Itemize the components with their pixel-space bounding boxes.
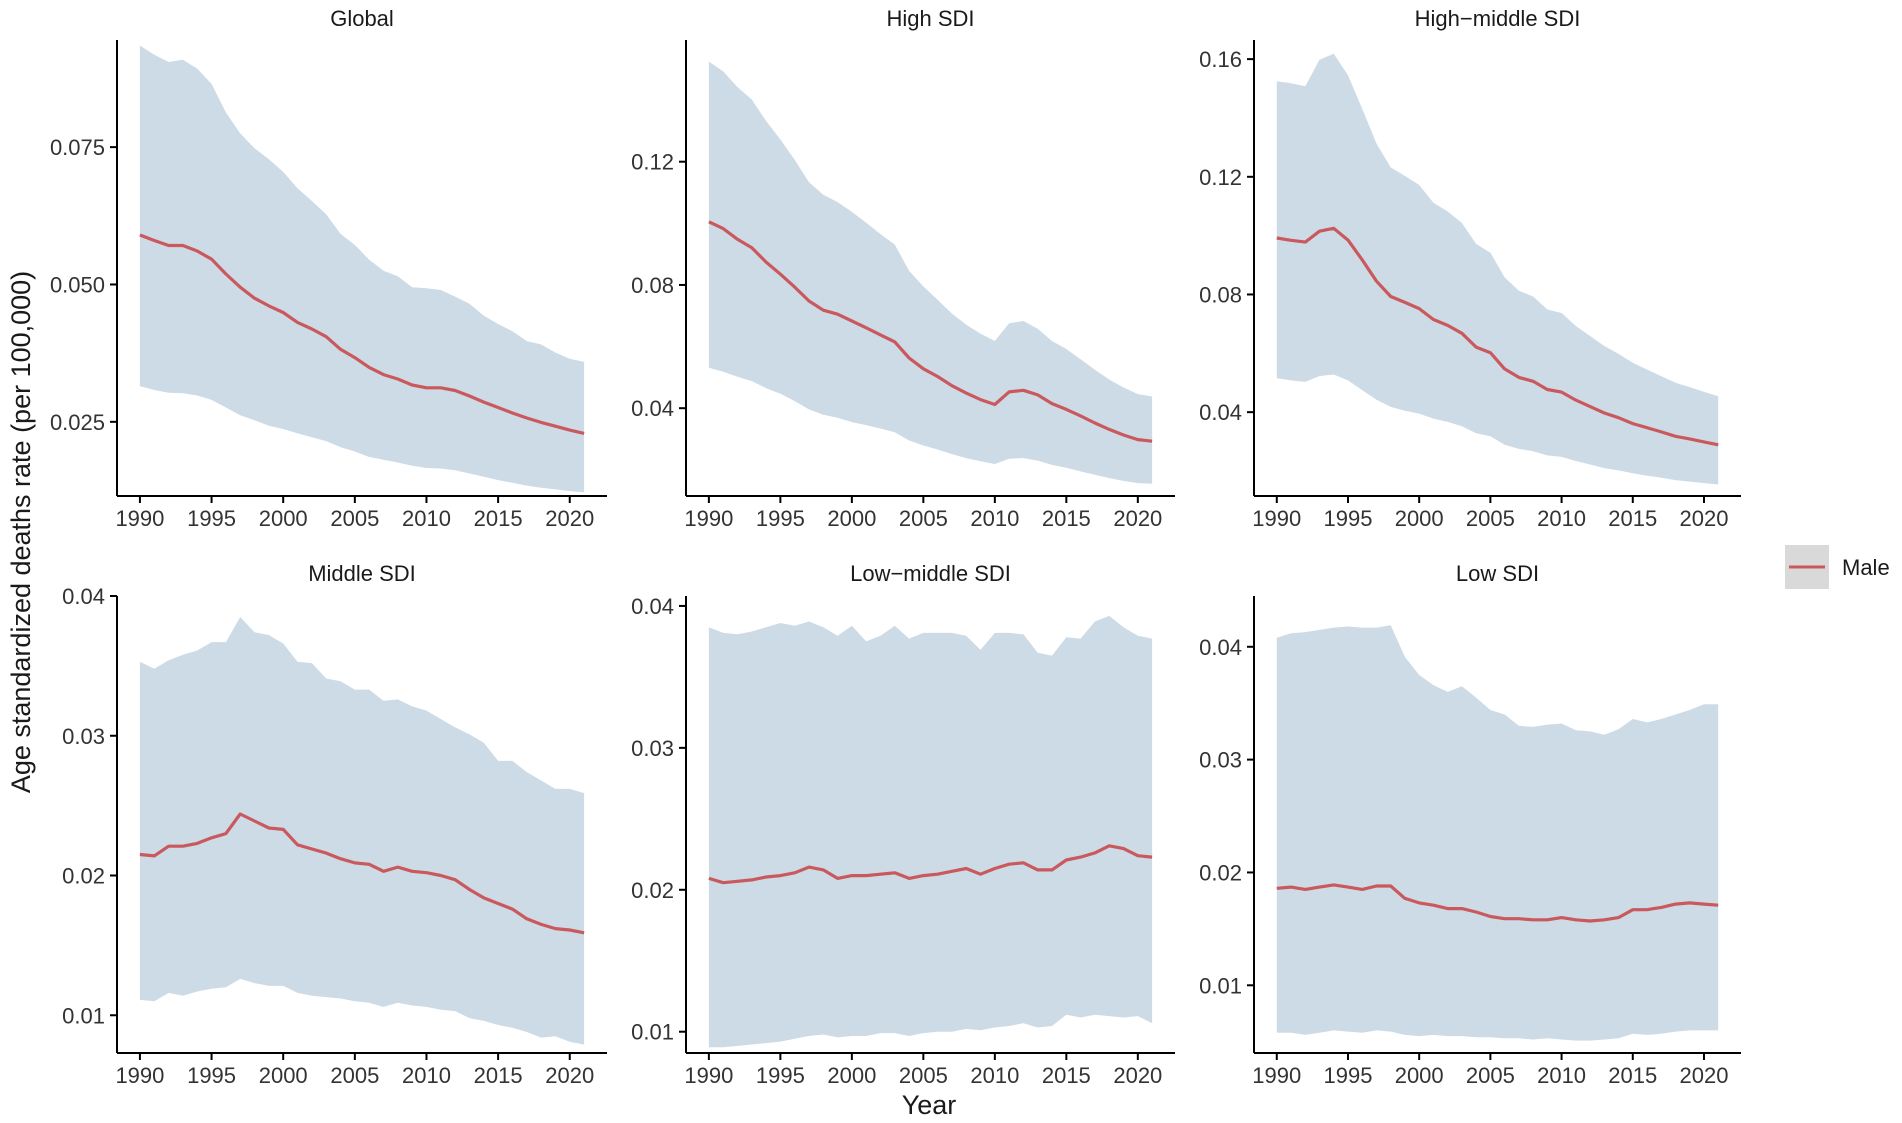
x-tick-label: 1990 — [115, 506, 164, 531]
x-tick-label: 1990 — [1252, 1063, 1301, 1088]
x-tick-label: 2005 — [330, 1063, 379, 1088]
uncertainty-ribbon — [139, 617, 585, 1045]
x-tick-label: 2010 — [402, 1063, 451, 1088]
x-tick-label: 2015 — [1608, 1063, 1657, 1088]
x-tick-label: 2000 — [1395, 1063, 1444, 1088]
x-tick-label: 2005 — [899, 506, 948, 531]
x-tick-label: 2010 — [402, 506, 451, 531]
y-tick-label: 0.12 — [631, 150, 674, 175]
y-tick-label: 0.12 — [1199, 165, 1242, 190]
y-tick-label: 0.01 — [1199, 973, 1242, 998]
x-tick-label: 2000 — [1395, 506, 1444, 531]
y-tick-label: 0.08 — [631, 273, 674, 298]
y-tick-label: 0.04 — [631, 396, 674, 421]
x-tick-label: 1995 — [187, 506, 236, 531]
panel-3: 1990 1995 2000 2005 2010 2015 2020 0.04 0.08 0.12… — [1199, 6, 1741, 531]
panel-title: Low−middle SDI — [850, 561, 1011, 586]
x-tick-label: 2015 — [474, 1063, 523, 1088]
x-tick-label: 2010 — [1537, 506, 1586, 531]
panel-6: 1990 1995 2000 2005 2010 2015 2020 0.01 0.02 0.03… — [1199, 561, 1741, 1088]
panel-title: Low SDI — [1456, 561, 1539, 586]
x-axis-title: Year — [902, 1090, 957, 1120]
panel-title: High−middle SDI — [1415, 6, 1581, 31]
x-tick-label: 1995 — [756, 1063, 805, 1088]
x-tick-label: 2005 — [1466, 506, 1515, 531]
male-series-line — [708, 844, 1153, 885]
y-tick-label: 0.02 — [631, 878, 674, 903]
x-tick-label: 2005 — [1466, 1063, 1515, 1088]
y-tick-label: 0.03 — [631, 736, 674, 761]
panel-5: 1990 1995 2000 2005 2010 2015 2020 0.01 0.02 0.03… — [631, 561, 1175, 1088]
x-tick-label: 2000 — [259, 1063, 308, 1088]
x-tick-label: 1995 — [187, 1063, 236, 1088]
x-tick-label: 2005 — [899, 1063, 948, 1088]
uncertainty-ribbon — [1276, 53, 1719, 485]
male-series-line — [139, 233, 585, 435]
x-tick-label: 1995 — [1324, 506, 1373, 531]
uncertainty-ribbon — [708, 615, 1153, 1048]
y-tick-label: 0.01 — [62, 1003, 105, 1028]
y-tick-label: 0.04 — [1199, 635, 1242, 660]
y-tick-label: 0.04 — [631, 594, 674, 619]
x-tick-label: 2015 — [474, 506, 523, 531]
x-tick-label: 2015 — [1042, 506, 1091, 531]
uncertainty-ribbon — [1276, 625, 1719, 1041]
x-tick-label: 2010 — [970, 1063, 1019, 1088]
x-tick-label: 2020 — [545, 1063, 594, 1088]
y-tick-label: 0.03 — [62, 724, 105, 749]
panel-grid: 1990 1995 2000 2005 2010 2015 2020 0.025 0.050 0.… — [50, 6, 1741, 1088]
x-tick-label: 2005 — [330, 506, 379, 531]
x-tick-label: 1990 — [684, 1063, 733, 1088]
panel-1: 1990 1995 2000 2005 2010 2015 2020 0.025 0.050 0.… — [50, 6, 607, 531]
legend: Male — [1785, 545, 1890, 589]
x-tick-label: 2015 — [1042, 1063, 1091, 1088]
x-tick-label: 1990 — [1252, 506, 1301, 531]
panel-4: 1990 1995 2000 2005 2010 2015 2020 0.01 0.02 0.03… — [62, 561, 607, 1088]
x-tick-label: 2000 — [827, 1063, 876, 1088]
y-tick-label: 0.02 — [62, 864, 105, 889]
panel-title: Middle SDI — [308, 561, 416, 586]
panel-title: High SDI — [886, 6, 974, 31]
x-tick-label: 1995 — [756, 506, 805, 531]
y-axis-title: Age standardized deaths rate (per 100,00… — [6, 271, 36, 793]
x-tick-label: 2020 — [1113, 506, 1162, 531]
x-tick-label: 2020 — [1680, 1063, 1729, 1088]
y-tick-label: 0.04 — [62, 584, 105, 609]
x-tick-label: 2010 — [970, 506, 1019, 531]
male-series-line — [708, 220, 1153, 443]
x-tick-label: 1990 — [684, 506, 733, 531]
panel-2: 1990 1995 2000 2005 2010 2015 2020 0.04 0.08 0.12… — [631, 6, 1175, 531]
male-series-line — [1276, 883, 1719, 923]
x-tick-label: 1990 — [115, 1063, 164, 1088]
x-tick-label: 2020 — [1113, 1063, 1162, 1088]
x-tick-label: 1995 — [1324, 1063, 1373, 1088]
x-tick-label: 2020 — [1680, 506, 1729, 531]
y-tick-label: 0.050 — [50, 272, 105, 297]
panel-title: Global — [330, 6, 394, 31]
x-tick-label: 2000 — [827, 506, 876, 531]
male-series-line — [1276, 226, 1719, 447]
x-tick-label: 2010 — [1537, 1063, 1586, 1088]
y-tick-label: 0.03 — [1199, 748, 1242, 773]
y-tick-label: 0.025 — [50, 410, 105, 435]
x-tick-label: 2020 — [545, 506, 594, 531]
legend-label: Male — [1842, 555, 1890, 580]
y-tick-label: 0.02 — [1199, 860, 1242, 885]
y-tick-label: 0.04 — [1199, 400, 1242, 425]
male-series-line — [139, 812, 585, 935]
y-tick-label: 0.075 — [50, 135, 105, 160]
y-tick-label: 0.16 — [1199, 47, 1242, 72]
uncertainty-ribbon — [708, 61, 1153, 484]
y-tick-label: 0.01 — [631, 1020, 674, 1045]
x-tick-label: 2000 — [259, 506, 308, 531]
y-tick-label: 0.08 — [1199, 282, 1242, 307]
uncertainty-ribbon — [139, 45, 585, 493]
x-tick-label: 2015 — [1608, 506, 1657, 531]
